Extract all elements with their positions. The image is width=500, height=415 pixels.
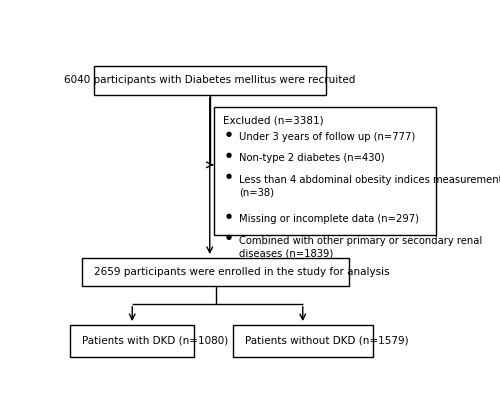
Bar [214, 107, 436, 235]
Text: ●: ● [226, 234, 232, 241]
Text: Under 3 years of follow up (n=777): Under 3 years of follow up (n=777) [239, 132, 415, 142]
Text: Excluded (n=3381): Excluded (n=3381) [224, 115, 324, 125]
Text: Combined with other primary or secondary renal
diseases (n=1839): Combined with other primary or secondary… [239, 236, 482, 258]
Text: 6040 participants with Diabetes mellitus were recruited: 6040 participants with Diabetes mellitus… [64, 75, 356, 85]
Text: ●: ● [226, 152, 232, 158]
Bar [233, 325, 372, 356]
Text: Non-type 2 diabetes (n=430): Non-type 2 diabetes (n=430) [239, 153, 384, 164]
Text: 2659 participants were enrolled in the study for analysis: 2659 participants were enrolled in the s… [94, 267, 389, 277]
Bar [94, 66, 326, 95]
Text: Missing or incomplete data (n=297): Missing or incomplete data (n=297) [239, 215, 419, 225]
Text: ●: ● [226, 173, 232, 179]
Text: Patients without DKD (n=1579): Patients without DKD (n=1579) [244, 336, 408, 346]
Text: ●: ● [226, 213, 232, 219]
Bar [82, 257, 349, 286]
Text: Less than 4 abdominal obesity indices measurements
(n=38): Less than 4 abdominal obesity indices me… [239, 175, 500, 197]
Bar [70, 325, 194, 356]
Text: ●: ● [226, 131, 232, 137]
Text: Patients with DKD (n=1080): Patients with DKD (n=1080) [82, 336, 228, 346]
